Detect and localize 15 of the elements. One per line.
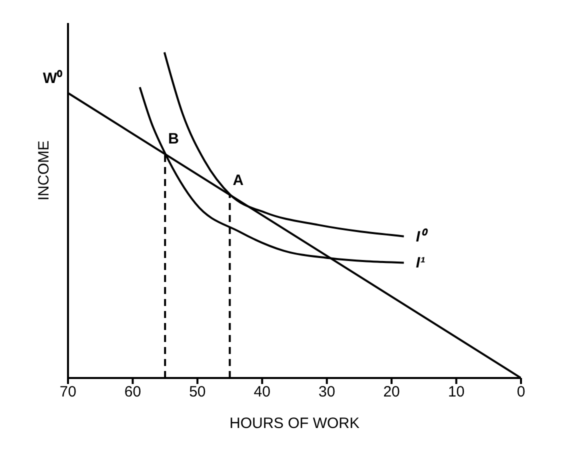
x-tick-label: 30: [318, 384, 336, 401]
x-tick-label: 20: [383, 384, 400, 401]
series-label: I¹: [416, 254, 426, 272]
x-tick-label: 10: [448, 384, 465, 401]
x-tick-label: 40: [254, 384, 270, 401]
annotation: W⁰: [42, 69, 63, 88]
annotation: A: [232, 172, 244, 189]
annotation: B: [168, 130, 180, 148]
x-axis-title: HOURS OF WORK: [230, 415, 360, 432]
y-axis-title: INCOME: [35, 140, 52, 200]
x-tick-label: 50: [189, 384, 206, 401]
x-tick-label: 70: [60, 384, 76, 401]
x-tick-label: 60: [124, 384, 142, 401]
x-tick-label: 0: [516, 384, 526, 401]
series-label: I⁰: [416, 227, 430, 246]
